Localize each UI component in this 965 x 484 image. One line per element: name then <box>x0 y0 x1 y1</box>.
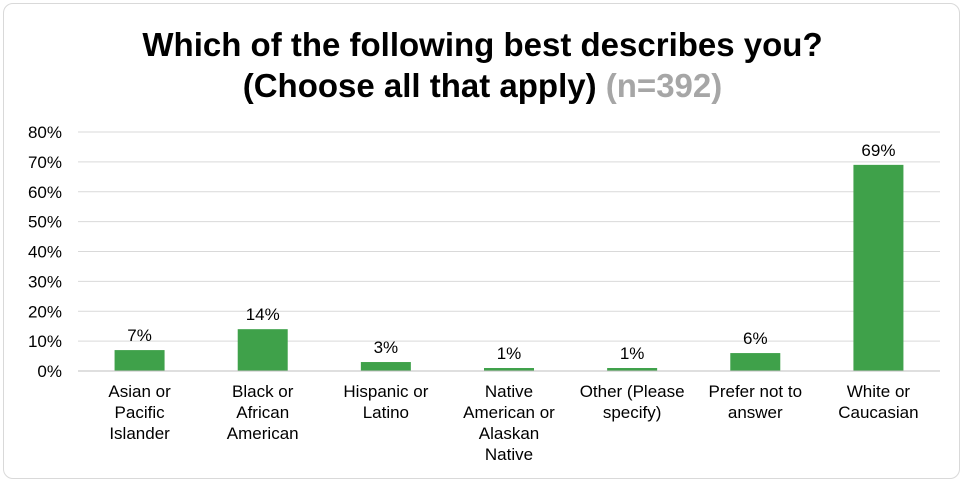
data-labels: 7% 14% 3% 1% 1% 6% 69% <box>127 141 895 363</box>
data-label: 6% <box>743 329 768 348</box>
chart-title: Which of the following best describes yo… <box>0 24 965 106</box>
bar <box>607 368 658 371</box>
title-subtitle: (Choose all that apply) <box>242 67 597 104</box>
data-label: 1% <box>497 344 522 363</box>
data-label: 3% <box>374 338 399 357</box>
data-label: 1% <box>620 344 645 363</box>
y-tick-label: 10% <box>28 332 62 351</box>
y-tick-label: 70% <box>28 153 62 172</box>
bar <box>237 329 288 371</box>
bar <box>730 353 781 371</box>
y-axis: 0% 10% 20% 30% 40% 50% 60% 70% 80% <box>28 123 62 381</box>
y-tick-label: 80% <box>28 123 62 142</box>
category-label: Native American or Alaskan Native <box>463 382 555 464</box>
category-label: Hispanic or Latino <box>343 382 428 422</box>
y-tick-label: 0% <box>37 362 62 381</box>
title-line-1: Which of the following best describes yo… <box>142 26 823 63</box>
title-line-2: (Choose all that apply) (n=392) <box>0 65 965 106</box>
data-label: 7% <box>127 326 152 345</box>
y-tick-label: 60% <box>28 183 62 202</box>
y-tick-label: 30% <box>28 272 62 291</box>
y-tick-label: 40% <box>28 243 62 262</box>
category-label: White or Caucasian <box>838 382 918 422</box>
data-label: 14% <box>246 305 280 324</box>
chart-frame <box>3 3 960 479</box>
category-label: Prefer not to answer <box>709 382 803 422</box>
sample-size: (n=392) <box>605 67 723 104</box>
x-axis: Asian or Pacific Islander Black or African Am… <box>78 370 940 464</box>
category-label: Other (Please specify) <box>580 382 685 422</box>
data-label: 69% <box>861 141 895 160</box>
category-label: Black or African American <box>227 382 299 443</box>
y-tick-label: 20% <box>28 302 62 321</box>
bar <box>853 164 904 371</box>
gridlines <box>78 131 940 342</box>
bar <box>114 350 165 371</box>
bar <box>360 362 411 371</box>
bars <box>114 164 904 371</box>
category-label: Asian or Pacific Islander <box>108 382 171 443</box>
y-tick-label: 50% <box>28 213 62 232</box>
bar <box>484 368 534 371</box>
